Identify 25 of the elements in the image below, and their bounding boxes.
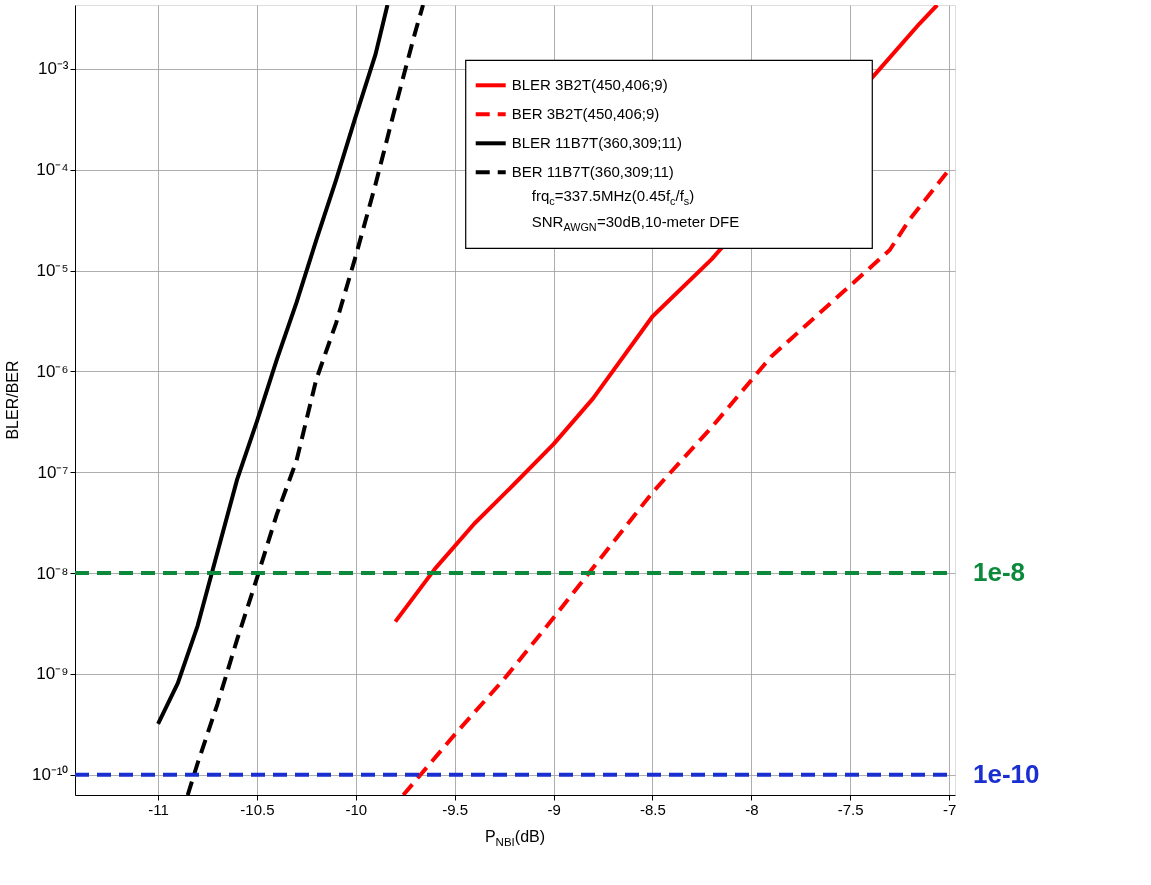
y-tick-label: 10⁻⁵ (36, 261, 69, 281)
y-tick-label: 10⁻³ (37, 59, 69, 79)
x-tick-label: -8.5 (640, 800, 666, 818)
legend-label: BER 11B7T(360,309;11) (511, 163, 674, 181)
x-tick-label: -7.5 (837, 800, 864, 818)
line-series (156, 5, 390, 726)
y-tick-label: 10⁻⁴ (36, 160, 69, 180)
y-tick-label: 10⁻⁹ (36, 664, 69, 684)
legend-label: BLER 3B2T(450,406;9) (511, 76, 668, 94)
ref-line-label: 1e-8 (973, 557, 1026, 588)
x-tick-label: -10.5 (240, 800, 275, 818)
y-tick-label: 10⁻⁸ (36, 563, 69, 583)
x-tick-label: -10 (345, 800, 368, 818)
y-tick-label: 10⁻⁶ (36, 361, 69, 381)
y-axis-title: BLER/BER (4, 360, 21, 440)
ref-line-label: 1e-10 (973, 758, 1040, 789)
x-tick-label: -8 (745, 800, 759, 818)
x-tick-label: -7 (942, 800, 957, 818)
x-tick-label: -9.5 (442, 800, 469, 818)
y-tick-label: 10⁻¹⁰ (31, 765, 69, 785)
x-tick-label: -11 (148, 800, 169, 818)
y-tick-label: 10⁻⁷ (37, 462, 69, 482)
legend-label: BER 3B2T(450,406;9) (511, 105, 660, 123)
legend-label: BLER 11B7T(360,309;11) (511, 134, 683, 152)
x-tick-label: -9 (547, 800, 561, 818)
